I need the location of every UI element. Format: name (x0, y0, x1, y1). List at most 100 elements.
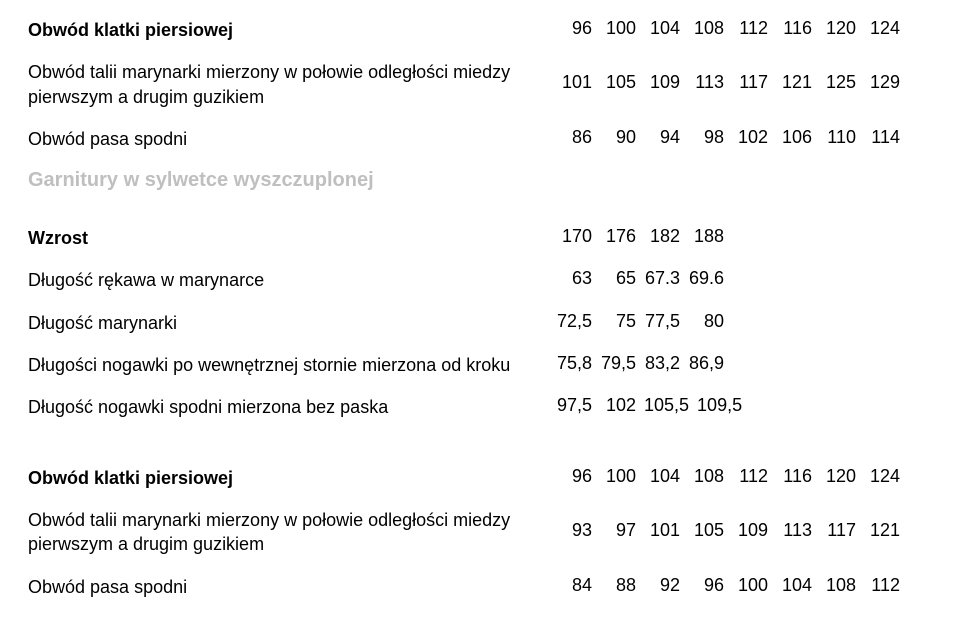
cell: 104 (644, 466, 680, 487)
row-label: Obwód pasa spodni (28, 575, 556, 599)
cell: 67.3 (644, 268, 680, 289)
cell: 125 (820, 72, 856, 93)
cell: 101 (644, 520, 680, 541)
row-height: Wzrost 170 176 182 188 (28, 226, 931, 250)
cell: 105 (600, 72, 636, 93)
row-label: Obwód klatki piersiowej (28, 466, 556, 490)
cell: 65 (600, 268, 636, 289)
cell: 112 (732, 466, 768, 487)
cell: 93 (556, 520, 592, 541)
cell: 105 (688, 520, 724, 541)
cell: 97,5 (556, 395, 592, 416)
cell: 101 (556, 72, 592, 93)
document-page: Obwód klatki piersiowej 96 100 104 108 1… (0, 0, 959, 635)
row-label: Wzrost (28, 226, 556, 250)
row-sleeve-length: Długość rękawa w marynarce 63 65 67.3 69… (28, 268, 931, 292)
cell: 120 (820, 466, 856, 487)
row-jacket-waist-b: Obwód talii marynarki mierzony w połowie… (28, 508, 931, 557)
row-label: Długość marynarki (28, 311, 556, 335)
cell: 75 (600, 311, 636, 332)
cell: 108 (688, 18, 724, 39)
cell: 97 (600, 520, 636, 541)
cell: 105,5 (644, 395, 689, 416)
row-values: 96 100 104 108 112 116 120 124 (556, 18, 931, 39)
cell: 96 (556, 466, 592, 487)
cell: 110 (820, 127, 856, 148)
row-values: 97,5 102 105,5 109,5 (556, 395, 931, 416)
cell: 98 (688, 127, 724, 148)
cell: 104 (776, 575, 812, 596)
cell: 75,8 (556, 353, 592, 374)
cell: 116 (776, 18, 812, 39)
row-values: 63 65 67.3 69.6 (556, 268, 931, 289)
cell: 176 (600, 226, 636, 247)
cell: 80 (688, 311, 724, 332)
row-values: 86 90 94 98 102 106 110 114 (556, 127, 931, 148)
cell: 100 (600, 466, 636, 487)
cell: 121 (864, 520, 900, 541)
cell: 109 (644, 72, 680, 93)
row-chest-circumference: Obwód klatki piersiowej 96 100 104 108 1… (28, 18, 931, 42)
cell: 182 (644, 226, 680, 247)
cell: 94 (644, 127, 680, 148)
cell: 113 (776, 520, 812, 541)
cell: 109 (732, 520, 768, 541)
cell: 86 (556, 127, 592, 148)
cell: 129 (864, 72, 900, 93)
row-label: Długości nogawki po wewnętrznej stornie … (28, 353, 556, 377)
cell: 63 (556, 268, 592, 289)
cell: 96 (556, 18, 592, 39)
cell: 124 (864, 466, 900, 487)
row-label: Długość rękawa w marynarce (28, 268, 556, 292)
cell: 88 (600, 575, 636, 596)
cell: 188 (688, 226, 724, 247)
row-trouser-waist: Obwód pasa spodni 86 90 94 98 102 106 11… (28, 127, 931, 151)
cell: 113 (688, 72, 724, 93)
cell: 102 (600, 395, 636, 416)
cell: 117 (820, 520, 856, 541)
row-chest-circumference-b: Obwód klatki piersiowej 96 100 104 108 1… (28, 466, 931, 490)
cell: 86,9 (688, 353, 724, 374)
row-label: Obwód talii marynarki mierzony w połowie… (28, 60, 556, 109)
cell: 120 (820, 18, 856, 39)
cell: 90 (600, 127, 636, 148)
cell: 79,5 (600, 353, 636, 374)
row-values: 93 97 101 105 109 113 117 121 (556, 508, 931, 541)
spacer (28, 438, 931, 466)
row-inseam: Długości nogawki po wewnętrznej stornie … (28, 353, 931, 377)
cell: 106 (776, 127, 812, 148)
cell: 170 (556, 226, 592, 247)
cell: 72,5 (556, 311, 592, 332)
row-values: 72,5 75 77,5 80 (556, 311, 931, 332)
row-trouser-waist-b: Obwód pasa spodni 84 88 92 96 100 104 10… (28, 575, 931, 599)
cell: 96 (688, 575, 724, 596)
row-label: Obwód talii marynarki mierzony w połowie… (28, 508, 556, 557)
cell: 104 (644, 18, 680, 39)
cell: 102 (732, 127, 768, 148)
row-label: Obwód pasa spodni (28, 127, 556, 151)
cell: 108 (820, 575, 856, 596)
cell: 112 (732, 18, 768, 39)
row-values: 84 88 92 96 100 104 108 112 (556, 575, 931, 596)
row-values: 75,8 79,5 83,2 86,9 (556, 353, 931, 374)
row-values: 101 105 109 113 117 121 125 129 (556, 60, 931, 93)
row-values: 96 100 104 108 112 116 120 124 (556, 466, 931, 487)
cell: 116 (776, 466, 812, 487)
cell: 112 (864, 575, 900, 596)
section-header-slim-silhouette: Garnitury w sylwetce wyszczuplonej (28, 169, 931, 192)
cell: 124 (864, 18, 900, 39)
cell: 109,5 (697, 395, 742, 416)
cell: 69.6 (688, 268, 724, 289)
cell: 83,2 (644, 353, 680, 374)
row-label: Obwód klatki piersiowej (28, 18, 556, 42)
cell: 121 (776, 72, 812, 93)
cell: 108 (688, 466, 724, 487)
row-trouser-length: Długość nogawki spodni mierzona bez pask… (28, 395, 931, 419)
cell: 77,5 (644, 311, 680, 332)
cell: 92 (644, 575, 680, 596)
row-jacket-waist: Obwód talii marynarki mierzony w połowie… (28, 60, 931, 109)
cell: 100 (732, 575, 768, 596)
row-jacket-length: Długość marynarki 72,5 75 77,5 80 (28, 311, 931, 335)
row-label: Długość nogawki spodni mierzona bez pask… (28, 395, 556, 419)
cell: 100 (600, 18, 636, 39)
